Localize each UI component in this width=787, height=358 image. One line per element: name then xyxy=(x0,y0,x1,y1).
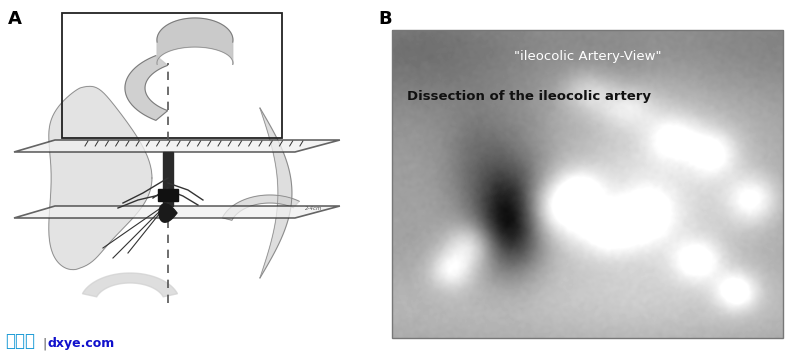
Polygon shape xyxy=(163,152,173,206)
Polygon shape xyxy=(158,189,178,201)
Text: Dissection of the ileocolic artery: Dissection of the ileocolic artery xyxy=(407,90,651,103)
Bar xyxy=(62,13,282,138)
Polygon shape xyxy=(223,195,299,220)
Text: B: B xyxy=(378,10,391,28)
Text: 丁香叶: 丁香叶 xyxy=(5,332,35,350)
Polygon shape xyxy=(125,55,168,120)
Polygon shape xyxy=(260,108,292,278)
Polygon shape xyxy=(157,18,233,64)
Text: A: A xyxy=(8,10,22,28)
Text: "ileocolic Artery-View": "ileocolic Artery-View" xyxy=(514,50,661,63)
Bar xyxy=(392,30,783,338)
Polygon shape xyxy=(14,140,340,152)
Text: |: | xyxy=(42,337,46,350)
Polygon shape xyxy=(49,86,152,270)
Polygon shape xyxy=(83,273,178,297)
Polygon shape xyxy=(14,206,340,218)
Polygon shape xyxy=(159,204,177,222)
Text: dxye.com: dxye.com xyxy=(48,337,115,350)
Text: 2-4cm: 2-4cm xyxy=(305,206,323,211)
